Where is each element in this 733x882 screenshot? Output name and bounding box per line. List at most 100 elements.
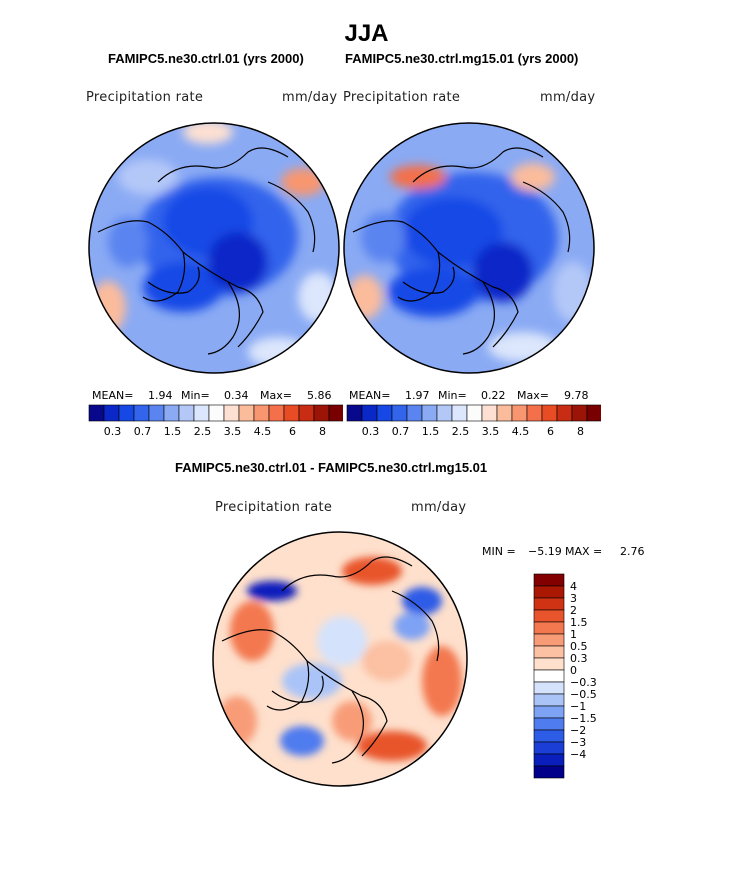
diff-variable: Precipitation rate: [215, 500, 333, 515]
colorbar-cell: [268, 404, 285, 422]
colorbar-cell: [533, 573, 565, 587]
colorbar-label: 0.3: [104, 425, 122, 438]
colorbar-cell: [406, 404, 423, 422]
panel1-min-value: 0.34: [224, 389, 249, 402]
colorbar-cell: [533, 705, 565, 719]
colorbar-label: −2: [570, 724, 586, 737]
colorbar-cell: [436, 404, 453, 422]
colorbar-cell: [193, 404, 210, 422]
colorbar-label: 2: [570, 604, 577, 617]
panel2-max-label: Max=: [517, 389, 549, 402]
colorbar-cell: [533, 633, 565, 647]
colorbar-cell: [533, 729, 565, 743]
colorbar-panel2: 0.3 0.7 1.5 2.5 3.5 4.5 6 8: [346, 404, 601, 438]
colorbar-cell: [313, 404, 330, 422]
colorbar-cell: [533, 753, 565, 767]
map-border: [343, 122, 595, 374]
colorbar-label: 4: [570, 580, 577, 593]
colorbar-cell: [328, 404, 343, 422]
diff-min-label: MIN =: [482, 545, 516, 558]
colorbar-label: 1.5: [164, 425, 182, 438]
colorbar-label: 6: [289, 425, 296, 438]
colorbar-cell: [533, 585, 565, 599]
colorbar-label: 8: [577, 425, 584, 438]
colorbar-cell: [421, 404, 438, 422]
colorbar-cell: [533, 717, 565, 731]
colorbar-label: 0.3: [362, 425, 380, 438]
colorbar-cell: [103, 404, 120, 422]
panel2-min-value: 0.22: [481, 389, 506, 402]
main-title: JJA: [344, 20, 389, 47]
colorbar-cell: [466, 404, 483, 422]
colorbar-label: 3.5: [224, 425, 242, 438]
colorbar-cell: [253, 404, 270, 422]
colorbar-label: 6: [547, 425, 554, 438]
colorbar-cell: [238, 404, 255, 422]
colorbar-label: 0.3: [570, 652, 588, 665]
panel1-max-value: 5.86: [307, 389, 332, 402]
colorbar-cell: [208, 404, 225, 422]
panel2-max-value: 9.78: [564, 389, 589, 402]
colorbar-cell: [223, 404, 240, 422]
colorbar-label: −4: [570, 748, 586, 761]
panel1-max-label: Max=: [260, 389, 292, 402]
colorbar-cell: [533, 741, 565, 755]
colorbar-cell: [533, 657, 565, 671]
panel1-units: mm/day: [282, 90, 338, 105]
map-panel1: [88, 122, 340, 374]
map-border: [88, 122, 340, 374]
diff-max-value: 2.76: [620, 545, 645, 558]
colorbar-label: 1: [570, 628, 577, 641]
colorbar-label: 4.5: [254, 425, 272, 438]
colorbar-cell: [148, 404, 165, 422]
colorbar-cell: [533, 669, 565, 683]
colorbar-cell: [511, 404, 528, 422]
colorbar-cell: [298, 404, 315, 422]
colorbar-label: 1.5: [422, 425, 440, 438]
colorbar-cell: [533, 765, 565, 779]
panel2-title: FAMIPC5.ne30.ctrl.mg15.01 (yrs 2000): [345, 51, 579, 66]
colorbar-panel1: 0.3 0.7 1.5 2.5 3.5 4.5 6 8: [88, 404, 343, 438]
panel1-variable: Precipitation rate: [86, 90, 204, 105]
colorbar-label: 0.7: [392, 425, 410, 438]
colorbar-cell: [376, 404, 393, 422]
diff-max-label: MAX =: [565, 545, 603, 558]
colorbar-label: 2.5: [194, 425, 212, 438]
colorbar-label: 0.7: [134, 425, 152, 438]
colorbar-cell: [571, 404, 588, 422]
panel1-mean-value: 1.94: [148, 389, 173, 402]
colorbar-label: 1.5: [570, 616, 588, 629]
colorbar-cell: [133, 404, 150, 422]
colorbar-label: −3: [570, 736, 586, 749]
colorbar-label: 0.5: [570, 640, 588, 653]
colorbar-cell: [346, 404, 363, 422]
map-border: [212, 531, 468, 787]
colorbar-label: 2.5: [452, 425, 470, 438]
colorbar-cell: [533, 645, 565, 659]
diff-units: mm/day: [411, 500, 467, 515]
colorbar-cell: [481, 404, 498, 422]
colorbar-label: 8: [319, 425, 326, 438]
panel2-mean-label: MEAN=: [349, 389, 391, 402]
panel2-mean-value: 1.97: [405, 389, 430, 402]
colorbar-label: −1: [570, 700, 586, 713]
colorbar-cell: [533, 693, 565, 707]
colorbar-cell: [451, 404, 468, 422]
panel1-title: FAMIPC5.ne30.ctrl.01 (yrs 2000): [108, 51, 304, 66]
colorbar-label: 3.5: [482, 425, 500, 438]
colorbar-cell: [541, 404, 558, 422]
map-panel2: [343, 122, 595, 374]
panel2-variable: Precipitation rate: [343, 90, 461, 105]
panel2-min-label: Min=: [438, 389, 467, 402]
colorbar-cell: [556, 404, 573, 422]
colorbar-cell: [533, 597, 565, 611]
colorbar-cell: [163, 404, 180, 422]
colorbar-cell: [178, 404, 195, 422]
colorbar-cell: [533, 609, 565, 623]
colorbar-label: 4.5: [512, 425, 530, 438]
colorbar-cell: [526, 404, 543, 422]
colorbar-cell: [118, 404, 135, 422]
map-diff: [212, 531, 468, 787]
colorbar-cell: [533, 681, 565, 695]
